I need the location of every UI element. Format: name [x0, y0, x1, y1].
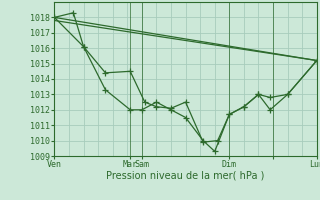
X-axis label: Pression niveau de la mer( hPa ): Pression niveau de la mer( hPa ) — [107, 171, 265, 181]
